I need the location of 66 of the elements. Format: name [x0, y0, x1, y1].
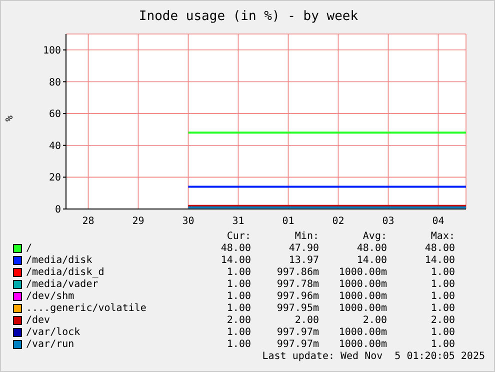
text: 1000.00m: [338, 303, 387, 315]
text: 1.00: [226, 267, 251, 279]
legend-label: /var/run: [25, 339, 76, 351]
text: 997.86m: [276, 267, 319, 279]
chart-title: Inode usage (in %) - by week: [138, 9, 360, 24]
text: 1.00: [430, 279, 455, 291]
x-tick-label: 03: [382, 216, 394, 228]
text: 997.97m: [276, 327, 319, 339]
text: 14.00: [220, 255, 251, 267]
text: 1.00: [430, 291, 455, 303]
text: 48.00: [424, 243, 455, 255]
text: 1.00: [226, 279, 251, 291]
y-tick-label: 60: [48, 109, 61, 120]
text: 1000.00m: [338, 291, 387, 303]
text: 1.00: [226, 327, 251, 339]
x-tick-label: 01: [282, 216, 294, 228]
legend-label: /var/lock: [25, 327, 82, 339]
y-axis-title: %: [4, 115, 16, 122]
text: 1000.00m: [338, 267, 387, 279]
x-tick-label: 29: [132, 216, 144, 228]
y-tick-label: 80: [48, 77, 61, 88]
legend-label: ....generic/volatile: [25, 303, 148, 315]
legend-label: /dev: [25, 315, 52, 327]
y-tick-label: 40: [48, 140, 61, 152]
x-tick-label: 31: [232, 216, 244, 228]
text: Avg:: [362, 231, 387, 243]
text: 997.96m: [276, 291, 319, 303]
text: 47.90: [288, 243, 319, 255]
text: 1.00: [226, 291, 251, 303]
text: 2.00: [362, 315, 387, 327]
legend-label: /: [25, 243, 34, 255]
text: Last update: Wed Nov 5 01:20:05 2025: [261, 351, 485, 363]
text: 14.00: [424, 255, 455, 267]
text: 1.00: [430, 327, 455, 339]
text: 2.00: [430, 315, 455, 327]
text: 2.00: [226, 315, 251, 327]
text: 1.00: [430, 339, 455, 351]
x-tick-label: 30: [182, 216, 194, 228]
text: Max:: [430, 231, 455, 243]
y-tick-label: 100: [42, 45, 61, 56]
text: 48.00: [356, 243, 387, 255]
text: 13.97: [288, 255, 319, 267]
text: 48.00: [220, 243, 251, 255]
legend-label: /dev/shm: [25, 291, 76, 303]
text: 2.00: [294, 315, 319, 327]
legend-label: /media/vader: [25, 279, 100, 291]
text: Cur:: [226, 231, 251, 243]
text: 1000.00m: [338, 339, 387, 351]
text: 1.00: [226, 339, 251, 351]
text: 1000.00m: [338, 327, 387, 339]
y-tick-label: 20: [48, 172, 61, 184]
x-tick-label: 28: [82, 216, 94, 228]
text: 1.00: [430, 303, 455, 315]
x-tick-label: 02: [332, 216, 344, 228]
x-tick-label: 04: [432, 216, 444, 228]
text: 1.00: [430, 267, 455, 279]
text: 997.95m: [276, 303, 319, 315]
legend-label: /media/disk: [25, 255, 94, 267]
text: 997.78m: [276, 279, 319, 291]
text: Min:: [294, 231, 319, 243]
text: 997.97m: [276, 339, 319, 351]
text: 1.00: [226, 303, 251, 315]
text: 14.00: [356, 255, 387, 267]
legend-label: /media/disk_d: [25, 267, 106, 279]
y-tick-label: 0: [54, 204, 61, 216]
text: 1000.00m: [338, 279, 387, 291]
